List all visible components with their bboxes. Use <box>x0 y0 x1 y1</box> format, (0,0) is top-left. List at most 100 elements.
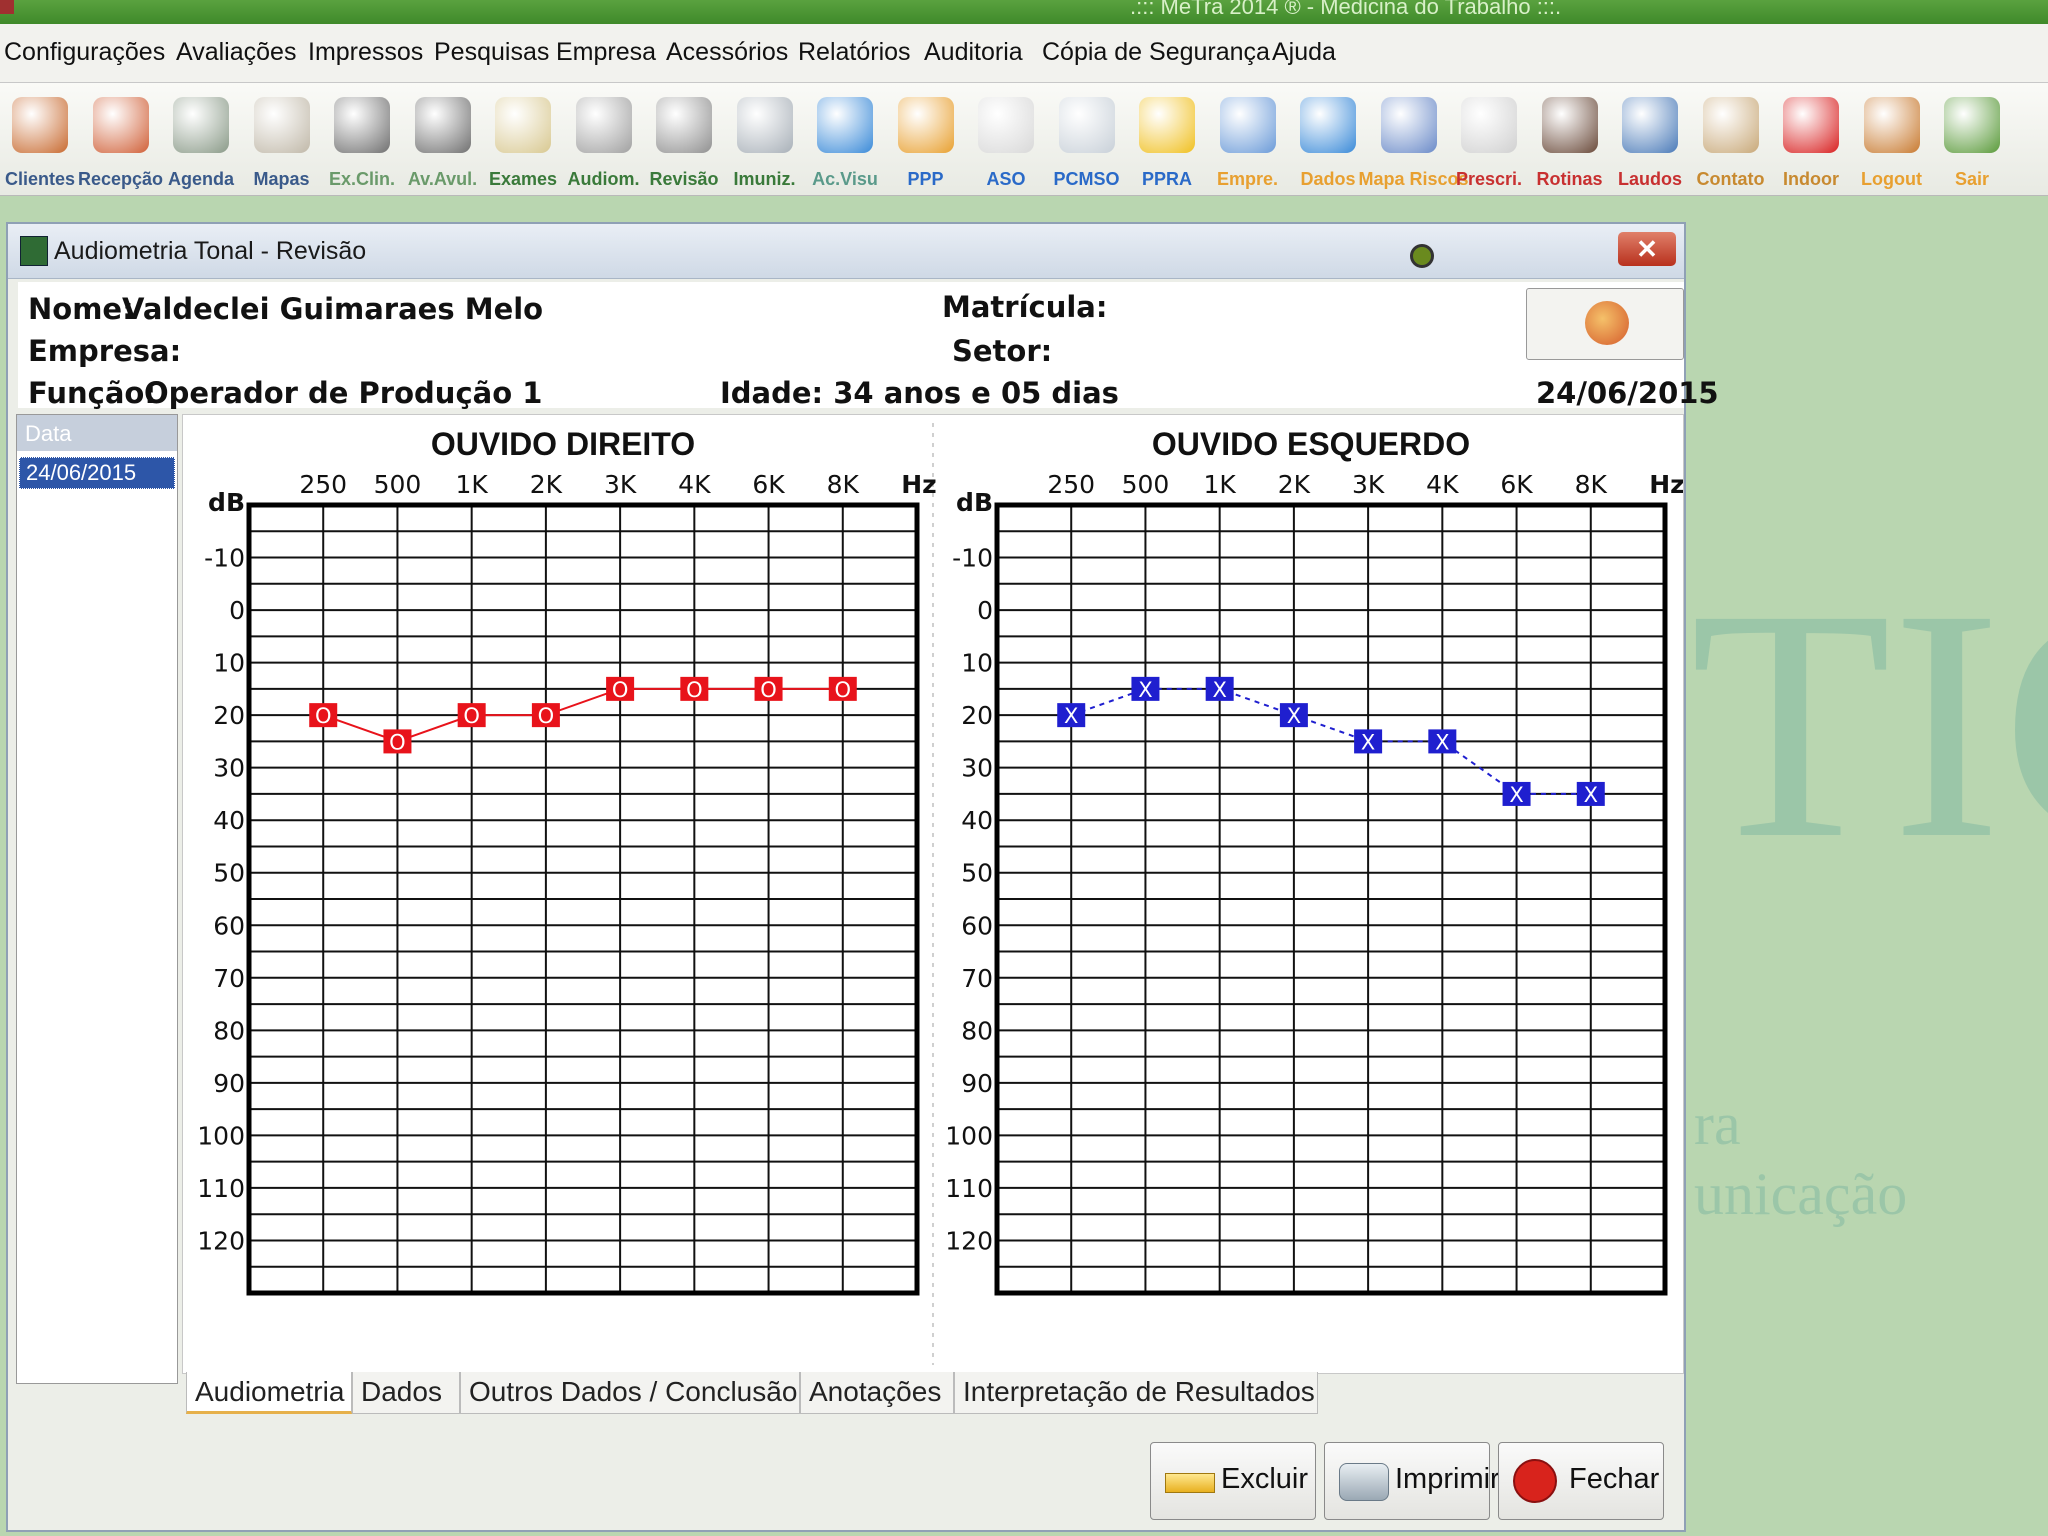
toolbar-button-ppra[interactable]: PPRA <box>1127 91 1207 191</box>
toolbar-button-dados[interactable]: Dados <box>1288 91 1368 191</box>
dialog-title: Audiometria Tonal - Revisão <box>54 237 367 265</box>
y-tick-label: 90 <box>961 1069 993 1098</box>
toolbar-label: PPP <box>907 169 944 189</box>
toolbar-button-revis-o[interactable]: Revisão <box>644 91 724 191</box>
dialog-app-icon <box>20 236 48 266</box>
sector-label: Setor: <box>952 334 1053 368</box>
y-tick-label: 10 <box>213 649 245 678</box>
y-tick-label: 100 <box>197 1121 245 1150</box>
close-dialog-button-label: Fechar <box>1569 1463 1660 1495</box>
toolbar-button-laudos[interactable]: Laudos <box>1610 91 1690 191</box>
exam-date-list[interactable]: Data 24/06/2015 <box>16 414 178 1384</box>
data-point-symbol: X <box>1361 730 1375 754</box>
y-tick-label: -10 <box>952 544 993 573</box>
reception-icon <box>92 97 149 153</box>
toolbar-button-av-avul-[interactable]: Av.Avul. <box>403 91 483 191</box>
data-point-symbol: O <box>315 704 332 728</box>
data-point: X <box>1057 703 1086 728</box>
menu-acessorios[interactable]: Acessórios <box>666 38 789 66</box>
data-point-marker <box>680 676 709 701</box>
toolbar-label: Ac.Visu <box>812 169 878 189</box>
toolbar-button-audiom-[interactable]: Audiom. <box>564 91 644 191</box>
x-unit-label: Hz <box>901 470 936 499</box>
app-icon <box>0 0 14 14</box>
close-dialog-button[interactable]: Fechar <box>1498 1442 1664 1520</box>
data-point-marker <box>457 703 486 728</box>
menu-impressos[interactable]: Impressos <box>308 38 424 66</box>
maps-icon <box>253 97 310 153</box>
data-point-marker <box>1428 729 1457 754</box>
toolbar-button-imuniz-[interactable]: Imuniz. <box>725 91 805 191</box>
menu-auditoria[interactable]: Auditoria <box>924 38 1023 66</box>
chart-title: OUVIDO ESQUERDO <box>1152 426 1470 462</box>
toolbar-button-ppp[interactable]: PPP <box>886 91 966 191</box>
y-tick-label: 120 <box>197 1226 245 1255</box>
toolbar-button-prescri-[interactable]: Prescri. <box>1449 91 1529 191</box>
toolbar-button-mapa-riscos[interactable]: Mapa Riscos <box>1359 91 1469 191</box>
data-point: O <box>680 676 709 702</box>
folders-icon <box>1058 97 1115 153</box>
toolbar-label: Recepção <box>77 169 164 189</box>
agenda-icon <box>173 97 229 153</box>
y-tick-label: 70 <box>961 964 993 993</box>
toolbar-button-ex-clin-[interactable]: Ex.Clin. <box>322 91 402 191</box>
data-point-symbol: X <box>1064 704 1078 728</box>
menu-copia-seguranca[interactable]: Cópia de Segurança <box>1042 38 1270 66</box>
data-point: O <box>606 676 635 702</box>
tab-interpretacao[interactable]: Interpretação de Resultados <box>954 1372 1318 1414</box>
toolbar-button-mapas[interactable]: Mapas <box>242 91 322 191</box>
data-point-marker <box>1576 781 1605 806</box>
data-point: O <box>754 676 783 702</box>
tab-dados[interactable]: Dados <box>352 1372 460 1414</box>
menu-relatorios[interactable]: Relatórios <box>798 38 911 66</box>
menu-configuracoes[interactable]: Configurações <box>4 38 166 66</box>
printer-icon <box>1339 1463 1389 1501</box>
data-point-symbol: O <box>612 678 629 702</box>
toolbar-button-pcmso[interactable]: PCMSO <box>1047 91 1127 191</box>
data-point: O <box>531 703 560 728</box>
toolbar-button-recep-o[interactable]: Recepção <box>78 91 163 191</box>
print-button[interactable]: Imprimir <box>1324 1442 1500 1520</box>
menu-empresa[interactable]: Empresa <box>556 38 657 66</box>
toolbar-button-clientes[interactable]: Clientes <box>0 91 80 191</box>
toolbar-button-indoor[interactable]: Indoor <box>1771 91 1851 191</box>
patient-lookup-button[interactable] <box>1526 288 1684 360</box>
y-tick-label: 30 <box>213 754 245 783</box>
toolbar-button-logout[interactable]: Logout <box>1852 91 1932 191</box>
chart-title: OUVIDO DIREITO <box>431 426 695 462</box>
menu-pesquisas[interactable]: Pesquisas <box>434 38 550 66</box>
data-point-symbol: O <box>760 678 777 702</box>
toolbar-button-sair[interactable]: Sair <box>1932 91 2012 191</box>
data-point: X <box>1428 729 1457 754</box>
toolbar-button-exames[interactable]: Exames <box>483 91 563 191</box>
close-button[interactable]: ✕ <box>1618 232 1676 266</box>
date-list-item[interactable]: 24/06/2015 <box>19 457 175 489</box>
toolbar-button-contato[interactable]: Contato <box>1691 91 1771 191</box>
toolbar-button-aso[interactable]: ASO <box>966 91 1046 191</box>
toolbar-button-agenda[interactable]: Agenda <box>161 91 241 191</box>
toolbar-button-empre-[interactable]: Empre. <box>1208 91 1288 191</box>
tab-outros-dados[interactable]: Outros Dados / Conclusão <box>460 1372 800 1414</box>
data-point-marker <box>531 703 560 728</box>
toolbar-button-rotinas[interactable]: Rotinas <box>1530 91 1610 191</box>
y-tick-label: 20 <box>213 701 245 730</box>
tab-audiometria[interactable]: Audiometria <box>186 1372 352 1414</box>
age-text: Idade: 34 anos e 05 dias <box>720 376 1119 410</box>
function-label: Função: <box>28 376 156 410</box>
toolbar-label: Ex.Clin. <box>328 169 395 189</box>
patient-icon <box>1585 301 1629 345</box>
tab-anotacoes[interactable]: Anotações <box>800 1372 954 1414</box>
toolbar-button-ac-visu[interactable]: Ac.Visu <box>805 91 885 191</box>
menu-ajuda[interactable]: Ajuda <box>1272 38 1336 66</box>
exam-date: 24/06/2015 <box>1536 376 1719 410</box>
menu-avaliacoes[interactable]: Avaliações <box>176 38 297 66</box>
data-point-symbol: X <box>1509 783 1523 807</box>
toolbar-label: Dados <box>1300 169 1356 189</box>
data-point-marker <box>1502 781 1531 806</box>
x-tick-label: 2K <box>1278 470 1311 499</box>
delete-button[interactable]: Excluir <box>1150 1442 1316 1520</box>
toolbar-label: Mapas <box>253 169 310 189</box>
y-tick-label: 110 <box>945 1174 993 1203</box>
data-point-marker <box>309 703 338 728</box>
toolbar-label: Imuniz. <box>733 169 796 189</box>
